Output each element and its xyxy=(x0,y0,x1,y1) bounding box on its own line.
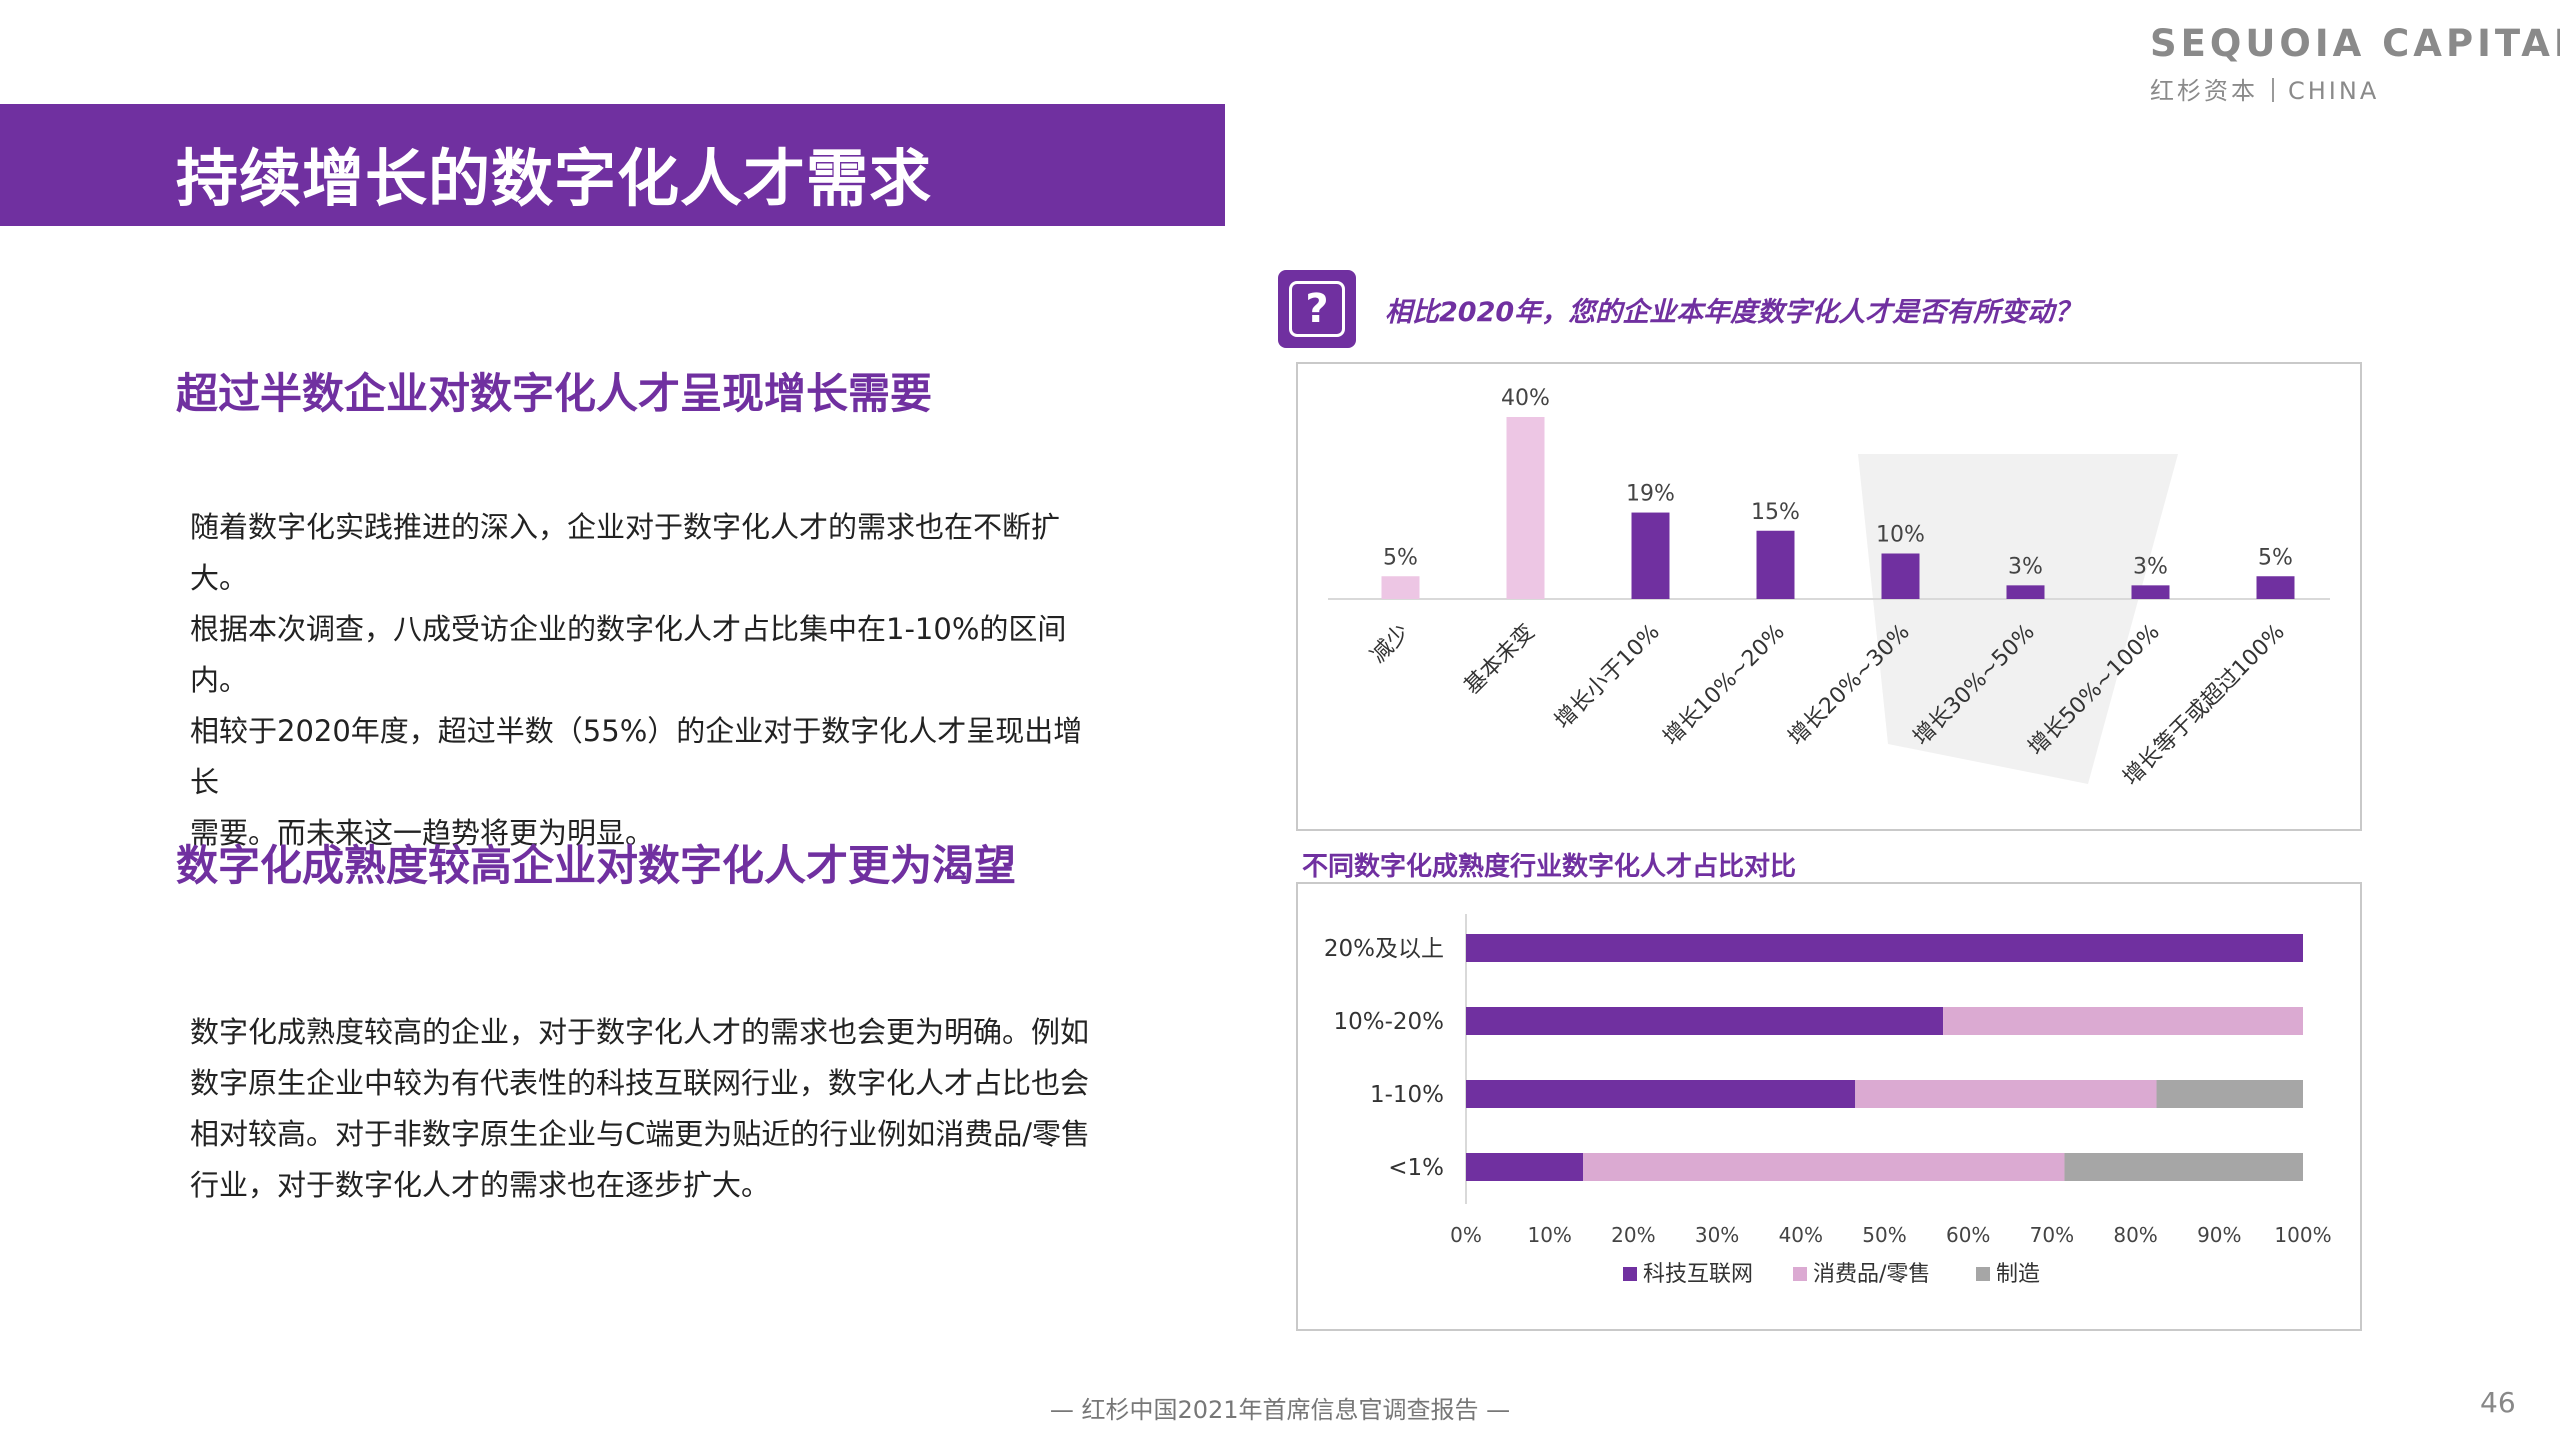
logo-wordmark: SEQUOIA CAPITAL xyxy=(2150,22,2560,65)
legend-swatch xyxy=(1623,1267,1637,1281)
section1-paragraph: 随着数字化实践推进的深入，企业对于数字化人才的需求也在不断扩大。 根据本次调查，… xyxy=(190,502,1110,859)
category-label: 增长小于10% xyxy=(1550,620,1664,734)
x-tick-label: 40% xyxy=(1779,1223,1823,1247)
change-bar-chart: 5% 40% 19% 15% 10% 3% 3% 5% 减少 基本未变 增长小于10% 增长10%~… xyxy=(1296,362,2362,831)
row-category-label: 20%及以上 xyxy=(1324,936,1444,962)
sequoia-logo: SEQUOIA CAPITAL 红杉资本 CHINA xyxy=(2150,22,2560,106)
stacked-segment-3-2 xyxy=(2064,1153,2303,1181)
x-tick-label: 30% xyxy=(1695,1223,1739,1247)
x-tick-label: 0% xyxy=(1450,1223,1482,1247)
x-tick-label: 90% xyxy=(2197,1223,2241,1247)
category-label: 增长10%~20% xyxy=(1659,620,1790,751)
bar-value-label: 3% xyxy=(2133,554,2168,579)
logo-divider xyxy=(2272,78,2274,102)
bar-0 xyxy=(1381,576,1420,599)
section1-line: 根据本次调查，八成受访企业的数字化人才占比集中在1-10%的区间内。 xyxy=(190,612,1067,697)
bar-value-label: 5% xyxy=(1383,545,1418,570)
x-tick-label: 60% xyxy=(1946,1223,1990,1247)
section2-line: 数字原生企业中较为有代表性的科技互联网行业，数字化人才占比也会 xyxy=(190,1066,1090,1100)
section2-heading: 数字化成熟度较高企业对数字化人才更为渴望 xyxy=(176,841,1017,890)
section1-heading: 超过半数企业对数字化人才呈现增长需要 xyxy=(176,369,933,418)
row-category-label: 1-10% xyxy=(1370,1082,1444,1108)
stacked-segment-1-1 xyxy=(1943,1007,2303,1035)
stacked-segment-3-0 xyxy=(1466,1153,1584,1181)
bar-5 xyxy=(2006,585,2045,599)
change-bar-chart-svg: 5% 40% 19% 15% 10% 3% 3% 5% 减少 基本未变 增长小于10%增长10%~… xyxy=(1328,386,2330,791)
stacked-segment-2-1 xyxy=(1855,1080,2157,1108)
question-icon: ? xyxy=(1278,270,1356,348)
x-tick-label: 70% xyxy=(2030,1223,2074,1247)
page-title: 持续增长的数字化人才需求 xyxy=(176,142,933,215)
stacked-segment-0-0 xyxy=(1466,934,2303,962)
maturity-chart-title: 不同数字化成熟度行业数字化人才占比对比 xyxy=(1302,852,1797,882)
x-tick-label: 80% xyxy=(2113,1223,2157,1247)
question-mark: ? xyxy=(1289,281,1345,337)
section2-line: 数字化成熟度较高的企业，对于数字化人才的需求也会更为明确。例如 xyxy=(190,1015,1090,1049)
row-category-label: <1% xyxy=(1388,1155,1444,1181)
bar-3 xyxy=(1756,530,1795,599)
stacked-segment-2-0 xyxy=(1466,1080,1856,1108)
x-tick-label: 10% xyxy=(1527,1223,1571,1247)
section1-line: 相较于2020年度，超过半数（55%）的企业对于数字化人才呈现出增长 xyxy=(190,714,1083,799)
bar-value-label: 10% xyxy=(1876,523,1925,548)
title-banner: 持续增长的数字化人才需求 xyxy=(0,104,1225,226)
question-text: 相比2020年，您的企业本年度数字化人才是否有所变动？ xyxy=(1385,297,2082,328)
stacked-segment-3-1 xyxy=(1583,1153,2065,1181)
maturity-stacked-chart: 20%及以上 10%-20% 1-10% <1% 0% 10% 20% 30% 40% 50% 6… xyxy=(1296,882,2362,1331)
chart-watermark-shape xyxy=(1858,454,2178,784)
section2-paragraph: 数字化成熟度较高的企业，对于数字化人才的需求也会更为明确。例如 数字原生企业中较… xyxy=(190,1007,1110,1211)
section1-line: 随着数字化实践推进的深入，企业对于数字化人才的需求也在不断扩大。 xyxy=(190,510,1061,595)
bar-value-label: 5% xyxy=(2258,545,2293,570)
bar-6 xyxy=(2131,585,2170,599)
bar-7 xyxy=(2256,576,2295,599)
logo-sub-english: CHINA xyxy=(2288,77,2380,105)
legend-label: 制造 xyxy=(1996,1262,2040,1287)
legend-label: 科技互联网 xyxy=(1643,1262,1753,1287)
bar-1 xyxy=(1506,417,1545,599)
legend-label: 消费品/零售 xyxy=(1813,1262,1930,1287)
bar-value-label: 19% xyxy=(1626,482,1675,507)
section2-line: 相对较高。对于非数字原生企业与C端更为贴近的行业例如消费品/零售 xyxy=(190,1117,1091,1151)
section2-line: 行业，对于数字化人才的需求也在逐步扩大。 xyxy=(190,1168,771,1202)
legend-swatch xyxy=(1976,1267,1990,1281)
bar-value-label: 3% xyxy=(2008,554,2043,579)
row-category-label: 10%-20% xyxy=(1333,1009,1444,1035)
bar-value-label: 15% xyxy=(1751,500,1800,525)
logo-sub-chinese: 红杉资本 xyxy=(2150,77,2258,105)
maturity-stacked-chart-svg: 20%及以上 10%-20% 1-10% <1% 0% 10% 20% 30% 40% 50% 6… xyxy=(1324,914,2332,1287)
stacked-segment-2-2 xyxy=(2156,1080,2303,1108)
category-label: 减少 xyxy=(1366,620,1415,669)
x-tick-label: 50% xyxy=(1862,1223,1906,1247)
x-tick-label: 20% xyxy=(1611,1223,1655,1247)
category-label: 基本未变 xyxy=(1460,620,1540,700)
x-tick-label: 100% xyxy=(2274,1223,2331,1247)
page-number: 46 xyxy=(2480,1386,2516,1419)
bar-value-label: 40% xyxy=(1501,386,1550,411)
legend-swatch xyxy=(1793,1267,1807,1281)
footer-text: — 红杉中国2021年首席信息官调查报告 — xyxy=(1049,1396,1511,1424)
stacked-segment-1-0 xyxy=(1466,1007,1944,1035)
bar-4 xyxy=(1881,553,1920,599)
bar-2 xyxy=(1631,512,1670,599)
section1-line: 需要。而未来这一趋势将更为明显。 xyxy=(190,816,655,850)
